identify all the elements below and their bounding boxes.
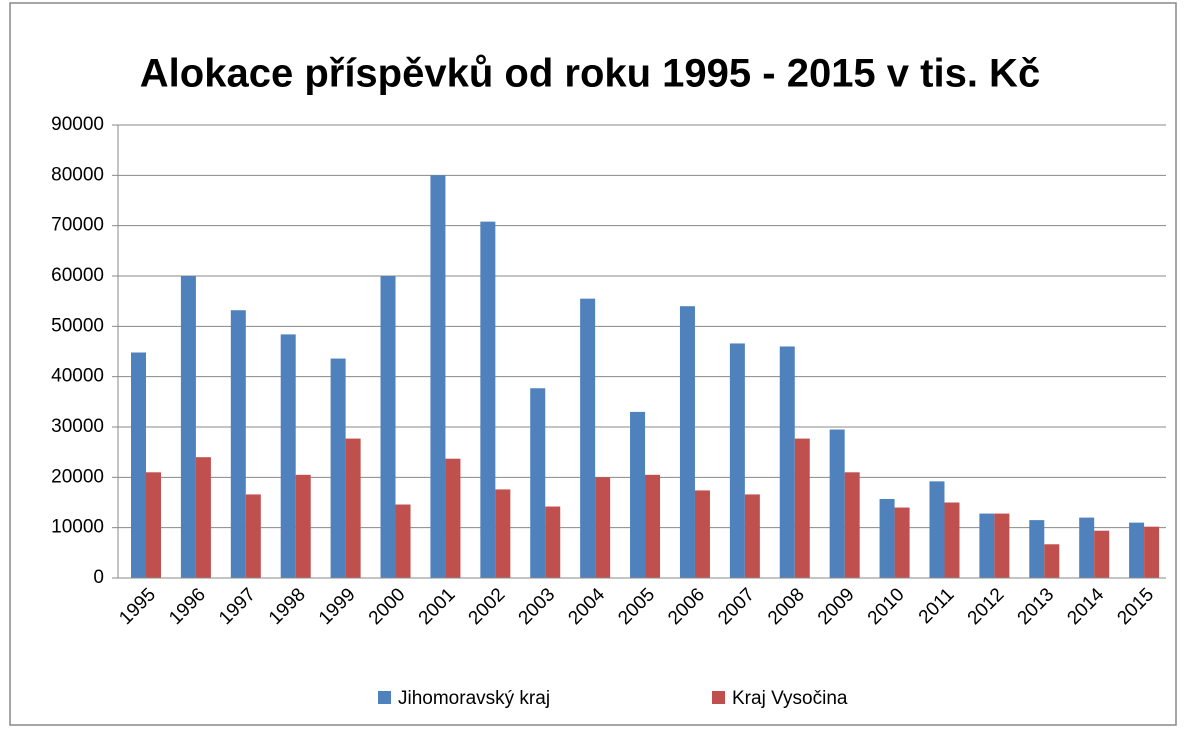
bar (345, 438, 361, 578)
bar (480, 221, 496, 578)
bar (1044, 544, 1060, 578)
bar (1029, 520, 1045, 578)
bar (245, 494, 261, 578)
bar (295, 474, 311, 578)
bar (844, 472, 860, 578)
bar (445, 458, 461, 578)
bar (779, 346, 795, 578)
bar (744, 494, 760, 578)
bar (131, 352, 146, 578)
legend-label: Jihomoravský kraj (398, 688, 550, 709)
legend-swatch (712, 691, 725, 704)
bar (645, 474, 661, 578)
bar (230, 310, 246, 578)
y-tick-label: 0 (93, 567, 104, 588)
bar (1129, 522, 1145, 578)
legend-swatch (378, 691, 391, 704)
bar (994, 513, 1010, 578)
bar (530, 388, 546, 578)
bar (280, 334, 296, 578)
bar (146, 472, 161, 578)
bar (495, 489, 511, 578)
bar (879, 498, 895, 578)
bar (395, 504, 411, 578)
bar (180, 276, 196, 578)
y-tick-label: 40000 (51, 366, 104, 387)
y-tick-label: 60000 (51, 265, 104, 286)
bar (1144, 526, 1160, 578)
bar (630, 411, 646, 578)
y-tick-label: 80000 (51, 164, 104, 185)
bar (944, 502, 960, 578)
legend-label: Kraj Vysočina (732, 688, 848, 709)
y-tick-label: 70000 (51, 215, 104, 236)
y-tick-label: 50000 (51, 315, 104, 336)
bar (545, 506, 561, 578)
bar (894, 507, 910, 578)
bar (1094, 530, 1110, 578)
chart-title: Alokace příspěvků od roku 1995 - 2015 v … (140, 52, 1040, 96)
bar (580, 298, 596, 578)
bar (694, 490, 710, 578)
bar (929, 481, 945, 578)
y-tick-label: 30000 (51, 416, 104, 437)
bar (979, 513, 995, 578)
bar (729, 343, 745, 578)
bar (195, 457, 211, 578)
bar (1079, 517, 1095, 578)
bar (430, 175, 446, 579)
bar (794, 438, 810, 578)
bar (679, 306, 695, 578)
bar (380, 276, 396, 578)
bar (330, 358, 346, 578)
bar (829, 429, 845, 578)
y-tick-label: 90000 (51, 114, 104, 135)
y-tick-label: 10000 (51, 517, 104, 538)
bar (595, 477, 611, 578)
y-tick-label: 20000 (51, 466, 104, 487)
